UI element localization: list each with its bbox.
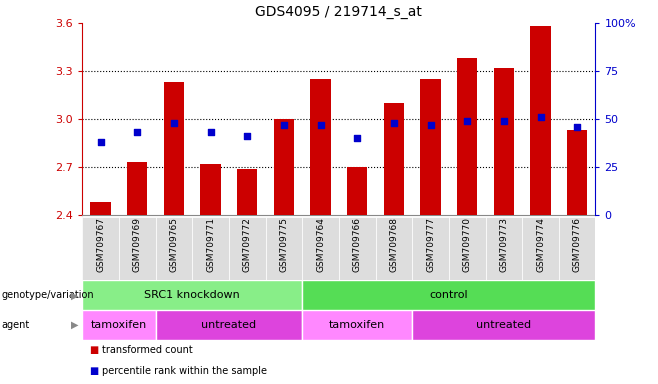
Text: GSM709764: GSM709764 [316,217,325,272]
Bar [192,217,229,280]
Bar [567,130,587,215]
Point [425,122,436,128]
Bar [384,103,404,215]
Title: GDS4095 / 219714_s_at: GDS4095 / 219714_s_at [255,5,422,19]
Point [352,135,363,141]
Bar [522,217,559,280]
Point [205,129,216,136]
Text: ▶: ▶ [72,290,79,300]
Text: GSM709777: GSM709777 [426,217,435,272]
Bar [412,310,595,340]
Bar [155,310,302,340]
Text: untreated: untreated [476,320,532,330]
Text: genotype/variation: genotype/variation [1,290,94,300]
Bar [155,217,192,280]
Text: tamoxifen: tamoxifen [329,320,386,330]
Point [535,114,545,120]
Bar [91,202,111,215]
Text: GSM709765: GSM709765 [169,217,178,272]
Text: agent: agent [1,320,30,330]
Bar [486,217,522,280]
Text: GSM709766: GSM709766 [353,217,362,272]
Bar [274,119,294,215]
Bar [412,217,449,280]
Text: control: control [430,290,468,300]
Point [315,122,326,128]
Bar [457,58,477,215]
Point [242,133,253,139]
Text: GSM709774: GSM709774 [536,217,545,272]
Bar [201,164,220,215]
Text: GSM709769: GSM709769 [133,217,141,272]
Text: ▶: ▶ [72,320,79,330]
Text: ■: ■ [89,345,98,355]
Point [95,139,106,145]
Bar [302,310,412,340]
Bar [266,217,302,280]
Text: tamoxifen: tamoxifen [91,320,147,330]
Bar [339,217,376,280]
Point [278,122,289,128]
Bar [311,79,330,215]
Text: ■: ■ [89,366,98,376]
Point [572,124,582,130]
Bar [164,82,184,215]
Bar [420,79,441,215]
Point [132,129,143,136]
Text: GSM709776: GSM709776 [572,217,582,272]
Bar [494,68,514,215]
Bar [237,169,257,215]
Text: SRC1 knockdown: SRC1 knockdown [144,290,240,300]
Bar [347,167,367,215]
Text: GSM709771: GSM709771 [206,217,215,272]
Bar [449,217,486,280]
Point [389,120,399,126]
Bar [82,217,119,280]
Bar [82,280,302,310]
Text: GSM709768: GSM709768 [390,217,398,272]
Bar [302,217,339,280]
Text: GSM709767: GSM709767 [96,217,105,272]
Bar [229,217,266,280]
Bar [559,217,595,280]
Text: GSM709772: GSM709772 [243,217,252,272]
Bar [376,217,412,280]
Bar [119,217,155,280]
Text: GSM709770: GSM709770 [463,217,472,272]
Text: transformed count: transformed count [102,345,193,355]
Point [499,118,509,124]
Point [462,118,472,124]
Bar [302,280,595,310]
Text: GSM709773: GSM709773 [499,217,509,272]
Text: percentile rank within the sample: percentile rank within the sample [102,366,267,376]
Text: GSM709775: GSM709775 [280,217,288,272]
Bar [82,310,155,340]
Text: untreated: untreated [201,320,257,330]
Bar [530,26,551,215]
Bar [127,162,147,215]
Point [168,120,179,126]
